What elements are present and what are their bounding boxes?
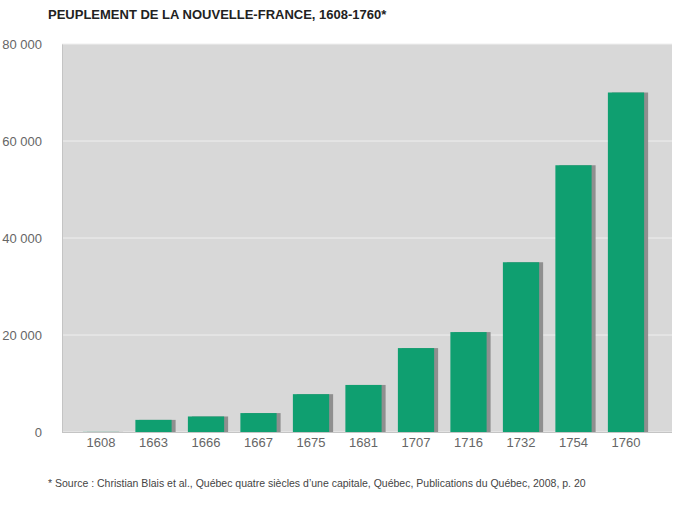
- y-tick-label: 40 000: [2, 231, 42, 246]
- y-axis-line: [62, 45, 63, 433]
- plot-background: [62, 44, 672, 432]
- bar: [555, 165, 591, 432]
- y-axis: 0 20 000 40 000 60 000 80 000: [2, 37, 62, 440]
- x-tick: 1667: [244, 432, 273, 450]
- bar: [608, 93, 644, 433]
- y-tick: 20 000: [2, 328, 62, 343]
- title: PEUPLEMENT DE LA NOUVELLE-FRANCE, 1608-1…: [48, 7, 387, 22]
- footnote: * Source : Christian Blais et al., Québe…: [48, 477, 586, 489]
- x-tick-label: 1608: [87, 435, 116, 450]
- chart: PEUPLEMENT DE LA NOUVELLE-FRANCE, 1608-1…: [0, 0, 675, 505]
- x-tick-label: 1663: [139, 435, 168, 450]
- y-tick-label: 20 000: [2, 328, 42, 343]
- y-tick: 40 000: [2, 231, 62, 246]
- x-tick: 1675: [297, 432, 326, 450]
- bar: [240, 413, 276, 432]
- x-tick: 1663: [139, 432, 168, 450]
- x-tick-label: 1667: [244, 435, 273, 450]
- y-tick-label: 0: [35, 425, 42, 440]
- x-axis: 1608 1663 1666 1667 1675 1681 1707 1716 1732 1754…: [62, 432, 672, 450]
- grid-line: [62, 44, 672, 45]
- y-tick: 0: [35, 425, 62, 440]
- x-tick-label: 1707: [402, 435, 431, 450]
- x-tick-label: 1675: [297, 435, 326, 450]
- bar: [398, 348, 434, 432]
- bar: [293, 394, 329, 432]
- bar: [450, 332, 486, 432]
- bar: [135, 420, 171, 432]
- x-axis-line: [62, 432, 672, 433]
- y-tick: 60 000: [2, 134, 62, 149]
- x-tick: 1608: [87, 432, 116, 450]
- bars: [83, 93, 648, 433]
- bar: [503, 262, 539, 432]
- x-tick: 1681: [349, 432, 378, 450]
- bar: [345, 385, 381, 432]
- bar: [83, 431, 119, 432]
- bar: [188, 416, 224, 432]
- x-tick: 1760: [612, 432, 641, 450]
- x-tick-label: 1760: [612, 435, 641, 450]
- x-tick: 1666: [192, 432, 221, 450]
- y-tick-label: 80 000: [2, 37, 42, 52]
- x-tick-label: 1732: [507, 435, 536, 450]
- y-tick: 80 000: [2, 37, 62, 52]
- x-tick: 1707: [402, 432, 431, 450]
- x-tick: 1754: [559, 432, 588, 450]
- grid: [62, 44, 672, 432]
- x-tick-label: 1681: [349, 435, 378, 450]
- grid-line: [62, 141, 672, 142]
- x-tick-label: 1666: [192, 435, 221, 450]
- x-tick-label: 1716: [454, 435, 483, 450]
- y-tick-label: 60 000: [2, 134, 42, 149]
- x-tick: 1716: [454, 432, 483, 450]
- x-tick-label: 1754: [559, 435, 588, 450]
- x-tick: 1732: [507, 432, 536, 450]
